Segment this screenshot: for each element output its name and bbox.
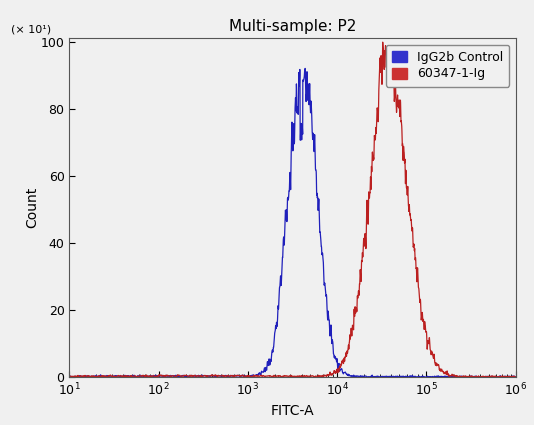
60347-1-Ig <box>66 373 73 378</box>
IgG2b Control <box>302 66 309 71</box>
IgG2b Control <box>456 374 462 379</box>
60347-1-Ig <box>117 373 123 378</box>
60347-1-Ig <box>237 374 244 379</box>
X-axis label: FITC-A: FITC-A <box>271 404 315 418</box>
60347-1-Ig <box>380 40 386 45</box>
IgG2b Control <box>117 374 123 379</box>
60347-1-Ig <box>494 374 500 380</box>
Y-axis label: Count: Count <box>25 187 40 228</box>
IgG2b Control <box>144 374 150 379</box>
IgG2b Control <box>512 374 519 380</box>
Line: IgG2b Control: IgG2b Control <box>69 68 515 377</box>
IgG2b Control <box>257 371 263 376</box>
IgG2b Control <box>66 374 73 380</box>
60347-1-Ig <box>512 374 519 380</box>
Title: Multi-sample: P2: Multi-sample: P2 <box>229 19 356 34</box>
60347-1-Ig <box>144 373 150 378</box>
60347-1-Ig <box>504 374 511 380</box>
60347-1-Ig <box>456 374 462 379</box>
IgG2b Control <box>237 374 244 379</box>
IgG2b Control <box>422 374 429 380</box>
60347-1-Ig <box>257 374 263 379</box>
Line: 60347-1-Ig: 60347-1-Ig <box>69 42 515 377</box>
Legend: IgG2b Control, 60347-1-Ig: IgG2b Control, 60347-1-Ig <box>386 45 509 87</box>
Text: (× 10¹): (× 10¹) <box>11 25 52 35</box>
IgG2b Control <box>504 374 511 380</box>
